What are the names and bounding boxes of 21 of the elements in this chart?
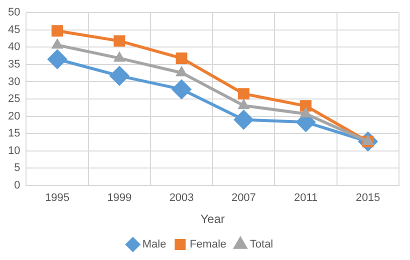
y-tick-label: 10 — [8, 144, 20, 157]
x-tick-label: 2007 — [231, 192, 256, 204]
y-tick-label: 25 — [8, 93, 20, 106]
y-tick-label: 5 — [14, 162, 20, 174]
legend-label: Male — [142, 238, 166, 251]
y-tick-label: 0 — [14, 179, 20, 192]
x-tick-label: 2015 — [356, 192, 380, 204]
legend-label: Female — [190, 238, 226, 251]
y-tick-label: 30 — [8, 76, 20, 88]
x-axis-title: Year — [200, 212, 225, 226]
y-tick-label: 45 — [8, 24, 20, 36]
legend-label: Total — [250, 238, 274, 251]
y-tick-label: 15 — [8, 128, 20, 140]
x-tick-label: 2011 — [294, 192, 318, 204]
x-tick-label: 2003 — [169, 192, 194, 204]
y-tick-label: 35 — [8, 58, 20, 70]
x-tick-label: 1995 — [45, 192, 70, 204]
y-tick-label: 40 — [8, 41, 20, 54]
y-tick-label: 50 — [8, 6, 20, 19]
x-tick-label: 1999 — [107, 192, 132, 204]
y-tick-label: 20 — [8, 110, 20, 122]
